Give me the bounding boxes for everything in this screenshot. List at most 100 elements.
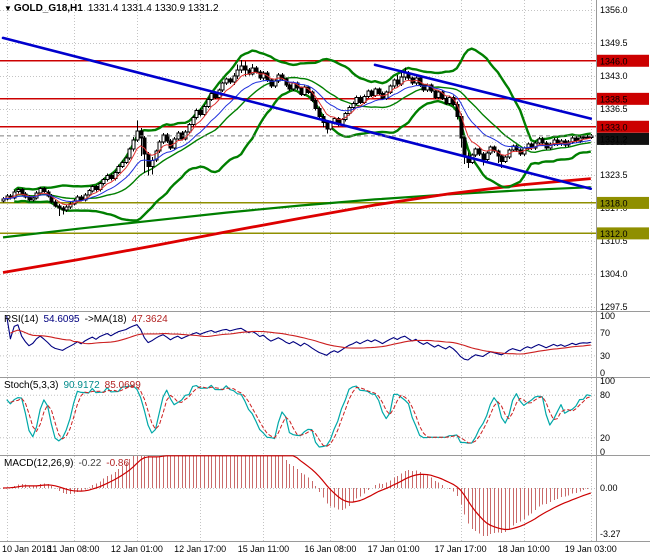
candle-body: [462, 137, 467, 157]
candle-body: [447, 96, 452, 104]
candle-body: [142, 137, 147, 155]
main-plot-area[interactable]: [0, 0, 596, 311]
candle-body: [31, 197, 36, 201]
time-tick-label: 16 Jan 08:00: [304, 544, 356, 554]
slow-ma-red: [2, 177, 591, 274]
candle-body: [436, 91, 441, 98]
bollinger-middle: [13, 76, 591, 200]
price-tick-label: 1349.5: [600, 38, 628, 48]
rsi-axis-label: 70: [600, 328, 610, 338]
candle-body: [150, 159, 155, 167]
rsi-axis-label: 30: [600, 351, 610, 361]
candle-body: [127, 148, 132, 159]
time-tick-label: 12 Jan 01:00: [111, 544, 163, 554]
candle-body: [499, 155, 504, 162]
time-tick-label: 11 Jan 08:00: [48, 544, 99, 554]
price-tick-label: 1304.0: [600, 269, 628, 279]
stoch-panel: 100 80 20 0: [0, 376, 615, 457]
candle-body: [492, 146, 497, 152]
candle-body: [481, 153, 486, 160]
price-level-tag-text: 1333.0: [600, 122, 628, 132]
stoch-axis-label: 0: [600, 447, 605, 457]
candle-body: [261, 72, 266, 79]
candle-body: [232, 75, 237, 83]
candle-body: [53, 201, 58, 207]
price-tick-label: 1310.5: [600, 236, 628, 246]
time-tick-label: 12 Jan 17:00: [174, 544, 226, 554]
candle-body: [220, 82, 225, 91]
time-tick-label: 17 Jan 01:00: [368, 544, 420, 554]
price-level-tag-bg: [597, 92, 649, 105]
candle-body: [194, 110, 199, 119]
candle-body: [116, 165, 121, 173]
candle-body: [154, 150, 159, 161]
candle-body: [109, 175, 114, 179]
candle-body: [68, 203, 73, 208]
candle-body: [540, 138, 545, 144]
current-price-tag-text: 1331.2: [600, 134, 628, 144]
candle-body: [16, 189, 21, 193]
candle-body: [514, 145, 519, 151]
frame-lines: [0, 0, 650, 542]
candle-body: [42, 188, 47, 193]
macd-signal-line: [2, 455, 591, 531]
price-level-tag-bg: [597, 120, 649, 133]
macd-histogram: [7, 455, 592, 536]
macd-panel: 0.00 -3.27: [0, 455, 621, 539]
trend-line-1[interactable]: [1, 36, 593, 191]
price-axis[interactable]: 1356.01349.51343.01336.51330.01323.51317…: [597, 5, 649, 312]
candle-body: [206, 98, 211, 108]
price-level-tag-text: 1338.5: [600, 94, 628, 104]
candle-body: [291, 82, 296, 90]
candle-body: [20, 189, 25, 195]
fast-ma-red: [2, 71, 591, 206]
price-tick-label: 1343.0: [600, 71, 628, 81]
price-levels-layer: [0, 59, 596, 235]
candle-body: [191, 117, 196, 126]
candle-body: [473, 148, 478, 156]
stoch-axis-label: 20: [600, 433, 610, 443]
candle-body: [269, 79, 274, 87]
candle-body: [250, 67, 255, 75]
candle-body: [79, 196, 84, 201]
price-tick-label: 1297.5: [600, 302, 628, 312]
slow-ma-green: [2, 186, 591, 239]
stoch-k-line: [6, 384, 591, 448]
price-level-tag-bg: [597, 196, 649, 209]
stoch-axis-label: 80: [600, 390, 610, 400]
candle-body: [105, 175, 110, 181]
candle-body: [377, 88, 382, 94]
candle-body: [503, 156, 508, 162]
candle-body: [239, 65, 244, 71]
grid-layer: [0, 0, 596, 541]
candle-body: [395, 79, 400, 85]
rsi-panel: 100 70 30 0: [0, 311, 615, 378]
candle-body: [183, 131, 188, 140]
candle-body: [87, 190, 92, 196]
trend-line-2[interactable]: [373, 63, 593, 120]
candle-body: [317, 108, 322, 118]
time-tick-label: 19 Jan 03:00: [565, 544, 617, 554]
candle-body: [131, 139, 136, 150]
candle-body: [64, 206, 69, 211]
candle-body: [202, 106, 207, 116]
stoch-axis-label: 100: [600, 376, 615, 386]
candle-body: [581, 136, 586, 139]
candle-body: [124, 157, 129, 163]
current-price-tag-bg: [597, 132, 649, 145]
time-tick-label: 17 Jan 17:00: [435, 544, 487, 554]
price-level-tag-bg: [597, 227, 649, 240]
candle-body: [273, 80, 278, 87]
candle-body: [235, 69, 240, 77]
candle-body: [187, 124, 192, 133]
candle-body: [302, 86, 307, 95]
candle-body: [421, 84, 426, 91]
candle-body: [209, 92, 214, 100]
candle-body: [358, 96, 363, 103]
time-tick-label: 10 Jan 2018: [2, 544, 52, 554]
candle-body: [165, 134, 170, 142]
candle-body: [161, 134, 166, 143]
